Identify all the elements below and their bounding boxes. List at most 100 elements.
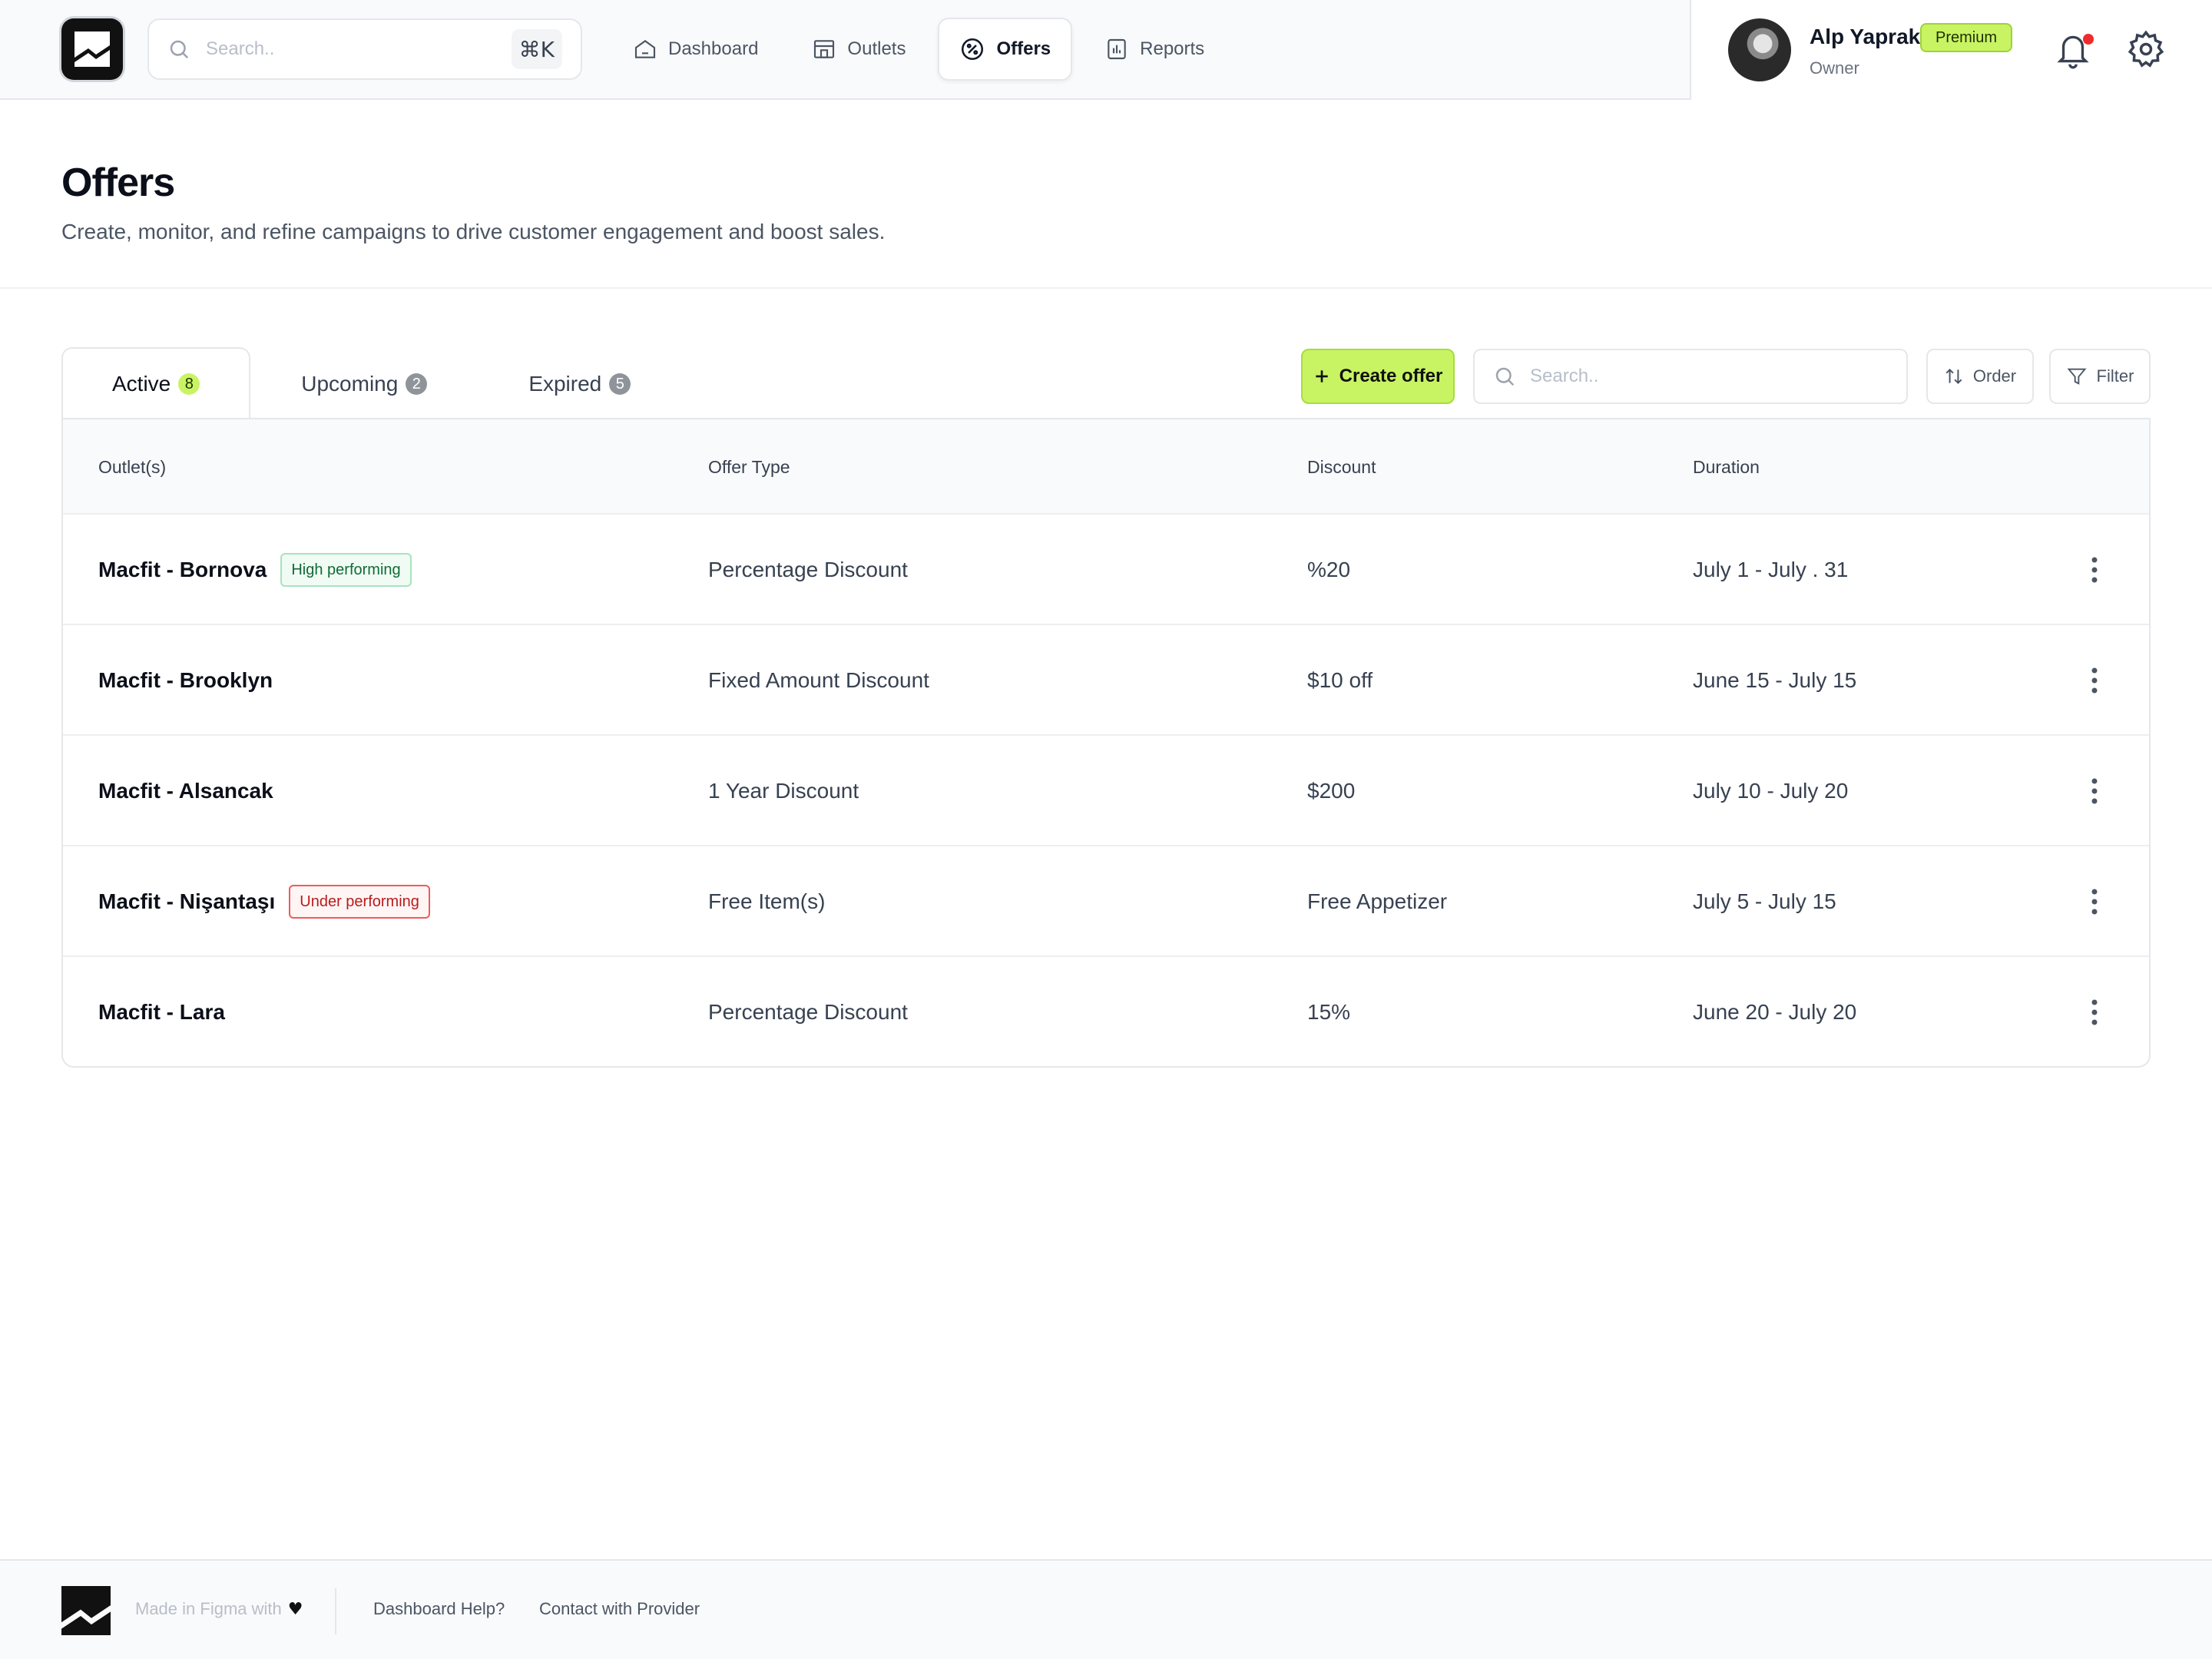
- avatar[interactable]: [1728, 18, 1791, 81]
- row-menu-button[interactable]: [2075, 547, 2114, 593]
- discount-cell: %20: [1307, 558, 1351, 581]
- footer: Made in Figma with ♥ Dashboard Help? Con…: [0, 1559, 2212, 1659]
- user-role: Owner: [1810, 58, 1859, 78]
- notification-dot: [2083, 34, 2094, 45]
- global-search[interactable]: Search.. ⌘K: [147, 18, 582, 80]
- notification-bell-icon[interactable]: [2054, 29, 2092, 71]
- duration-cell: July 5 - July 15: [1693, 889, 1836, 913]
- top-bar: Search.. ⌘K Dashboard Outlets Offers: [0, 0, 2212, 100]
- offer-search[interactable]: Search..: [1473, 349, 1908, 404]
- discount-cell: $200: [1307, 779, 1356, 803]
- tab-upcoming[interactable]: Upcoming 2: [250, 347, 478, 419]
- nav-offers[interactable]: Offers: [938, 18, 1073, 81]
- table-row[interactable]: Macfit - Lara Percentage Discount 15% Ju…: [63, 957, 2149, 1066]
- row-menu-button[interactable]: [2075, 657, 2114, 704]
- percent-badge-icon: [962, 38, 984, 61]
- create-offer-button[interactable]: Create offer: [1301, 349, 1455, 404]
- plus-icon: [1315, 370, 1328, 382]
- app-logo[interactable]: [61, 18, 123, 80]
- nav-dashboard[interactable]: Dashboard: [611, 18, 780, 81]
- sort-arrows-icon: [1945, 368, 1962, 385]
- outlet-name: Macfit - Nişantaşı: [98, 889, 276, 913]
- tab-expired-count: 5: [609, 373, 631, 395]
- duration-cell: June 15 - July 15: [1693, 668, 1857, 692]
- nav-dashboard-label: Dashboard: [668, 38, 759, 59]
- duration-cell: June 20 - July 20: [1693, 1000, 1857, 1024]
- outlet-cell: Macfit - Bornova High performing: [98, 515, 412, 625]
- kebab-menu-icon: [2091, 557, 2098, 583]
- table-row[interactable]: Macfit - Bornova High performing Percent…: [63, 515, 2149, 625]
- filter-button[interactable]: Filter: [2049, 349, 2151, 404]
- outlet-cell: Macfit - Brooklyn: [98, 625, 273, 736]
- column-header-discount: Discount: [1307, 456, 1376, 477]
- kebab-menu-icon: [2091, 667, 2098, 694]
- filter-funnel-icon: [2067, 368, 2087, 385]
- tab-active[interactable]: Active 8: [61, 347, 251, 419]
- table-header: Outlet(s) Offer Type Discount Duration: [63, 419, 2149, 515]
- duration-cell: July 10 - July 20: [1693, 779, 1849, 803]
- offer-search-input[interactable]: Search..: [1530, 366, 1599, 386]
- home-icon: [634, 40, 656, 58]
- outlet-cell: Macfit - Alsancak: [98, 736, 273, 846]
- table-row[interactable]: Macfit - Nişantaşı Under performing Free…: [63, 846, 2149, 957]
- tab-upcoming-count: 2: [406, 373, 428, 395]
- footer-divider: [335, 1588, 336, 1634]
- premium-badge: Premium: [1920, 23, 2013, 52]
- user-panel: Alp Yaprak Premium Owner: [1690, 0, 2212, 100]
- kebab-menu-icon: [2091, 778, 2098, 804]
- global-search-input[interactable]: Search..: [206, 38, 275, 59]
- nav-reports-label: Reports: [1140, 38, 1205, 59]
- discount-cell: Free Appetizer: [1307, 889, 1448, 913]
- column-header-outlets: Outlet(s): [98, 456, 167, 477]
- outlet-name: Macfit - Lara: [98, 1000, 225, 1024]
- tab-active-label: Active: [112, 372, 171, 396]
- filter-label: Filter: [2096, 366, 2134, 386]
- nav-offers-label: Offers: [996, 38, 1051, 59]
- outlet-name: Macfit - Brooklyn: [98, 668, 273, 692]
- made-with-text: Made in Figma with: [135, 1599, 282, 1618]
- logo-mark-icon: [75, 31, 110, 67]
- gear-icon[interactable]: [2126, 29, 2166, 69]
- tab-active-count: 8: [178, 373, 200, 395]
- offer-type-cell: Percentage Discount: [708, 1000, 908, 1024]
- offer-type-cell: Fixed Amount Discount: [708, 668, 929, 692]
- footer-logo-icon: [61, 1586, 111, 1635]
- heart-icon: ♥: [287, 1599, 303, 1619]
- user-name: Alp Yaprak: [1810, 25, 1921, 48]
- row-menu-button[interactable]: [2075, 879, 2114, 925]
- offer-type-cell: Percentage Discount: [708, 558, 908, 581]
- page-title: Offers: [61, 161, 175, 205]
- shortcut-hint: ⌘K: [511, 29, 562, 69]
- made-with-note: Made in Figma with ♥: [135, 1599, 303, 1619]
- search-icon: [1495, 367, 1515, 386]
- page-header: Offers Create, monitor, and refine campa…: [0, 100, 2212, 289]
- tab-expired-label: Expired: [528, 372, 602, 396]
- tab-upcoming-label: Upcoming: [301, 372, 399, 396]
- main-nav: Dashboard Outlets Offers Reports: [611, 17, 1237, 81]
- table-row[interactable]: Macfit - Brooklyn Fixed Amount Discount …: [63, 625, 2149, 736]
- store-icon: [814, 40, 835, 58]
- outlet-name: Macfit - Bornova: [98, 558, 267, 581]
- table-row[interactable]: Macfit - Alsancak 1 Year Discount $200 J…: [63, 736, 2149, 846]
- outlet-cell: Macfit - Lara: [98, 957, 225, 1066]
- order-button[interactable]: Order: [1926, 349, 2034, 404]
- nav-reports[interactable]: Reports: [1083, 18, 1226, 81]
- discount-cell: $10 off: [1307, 668, 1373, 692]
- duration-cell: July 1 - July . 31: [1693, 558, 1849, 581]
- high-performing-tag: High performing: [280, 553, 412, 587]
- outlet-cell: Macfit - Nişantaşı Under performing: [98, 846, 430, 957]
- offers-table: Outlet(s) Offer Type Discount Duration M…: [61, 418, 2151, 1068]
- page-subtitle: Create, monitor, and refine campaigns to…: [61, 220, 886, 243]
- search-icon: [170, 40, 189, 59]
- column-header-duration: Duration: [1693, 456, 1760, 477]
- row-menu-button[interactable]: [2075, 768, 2114, 814]
- offer-tabs: Active 8 Upcoming 2 Expired 5: [61, 347, 681, 419]
- contact-provider-link[interactable]: Contact with Provider: [539, 1599, 700, 1618]
- outlet-name: Macfit - Alsancak: [98, 779, 273, 803]
- row-menu-button[interactable]: [2075, 989, 2114, 1035]
- tab-expired[interactable]: Expired 5: [478, 347, 681, 419]
- dashboard-help-link[interactable]: Dashboard Help?: [373, 1599, 505, 1618]
- discount-cell: 15%: [1307, 1000, 1351, 1024]
- nav-outlets[interactable]: Outlets: [790, 18, 927, 81]
- kebab-menu-icon: [2091, 889, 2098, 915]
